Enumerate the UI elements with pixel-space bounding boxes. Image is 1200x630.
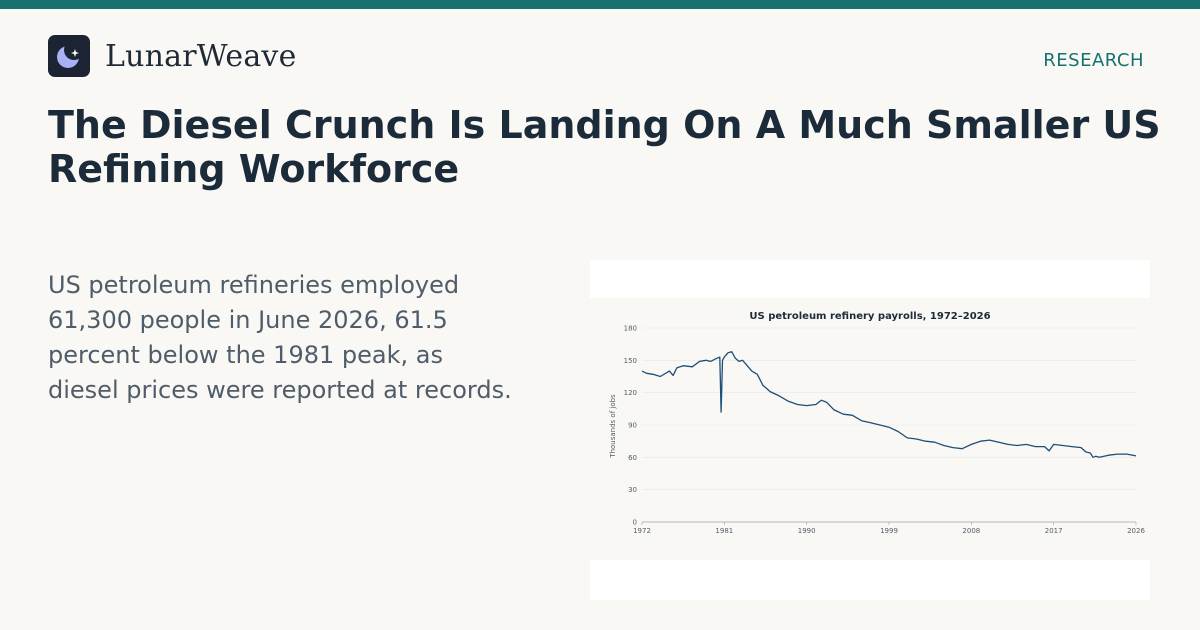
x-tick-label: 1999: [880, 527, 898, 535]
chart-card-top-band: [590, 260, 1150, 298]
x-tick-label: 1990: [798, 527, 816, 535]
x-tick-label: 2026: [1127, 527, 1145, 535]
brand-header[interactable]: LunarWeave: [48, 35, 297, 77]
series-line: [641, 351, 1137, 458]
y-tick-label: 0: [633, 519, 637, 527]
chart-title: US petroleum refinery payrolls, 1972–202…: [749, 311, 990, 322]
brand-name: LunarWeave: [105, 38, 297, 74]
chart-card-bottom-band: [590, 560, 1150, 600]
y-tick-label: 60: [628, 454, 637, 462]
x-tick-label: 2008: [962, 527, 980, 535]
chart-card: US petroleum refinery payrolls, 1972–202…: [590, 260, 1150, 600]
x-tick-label: 2017: [1045, 527, 1063, 535]
y-tick-label: 180: [624, 325, 637, 333]
crescent-moon-star-icon: [48, 35, 90, 77]
y-tick-label: 150: [624, 357, 637, 365]
y-tick-label: 30: [628, 486, 637, 494]
chart-series: [641, 351, 1137, 458]
y-tick-label: 120: [624, 389, 637, 397]
nav-research-link[interactable]: RESEARCH: [1043, 50, 1144, 71]
chart-grid: [642, 327, 1136, 490]
article-headline: The Diesel Crunch Is Landing On A Much S…: [48, 103, 1161, 191]
x-tick-label: 1981: [715, 527, 733, 535]
y-tick-label: 90: [628, 422, 637, 430]
payrolls-line-chart: US petroleum refinery payrolls, 1972–202…: [609, 311, 1146, 536]
top-accent-bar: [0, 0, 1200, 9]
chart-axes: 0 30 60 90 120 150 180 1972 1981 1990 1999 2008 2017…: [624, 325, 1146, 536]
x-tick-label: 1972: [633, 527, 651, 535]
y-axis-title: Thousands of jobs: [609, 394, 617, 459]
article-summary: US petroleum refineries employed 61,300 …: [48, 271, 512, 404]
